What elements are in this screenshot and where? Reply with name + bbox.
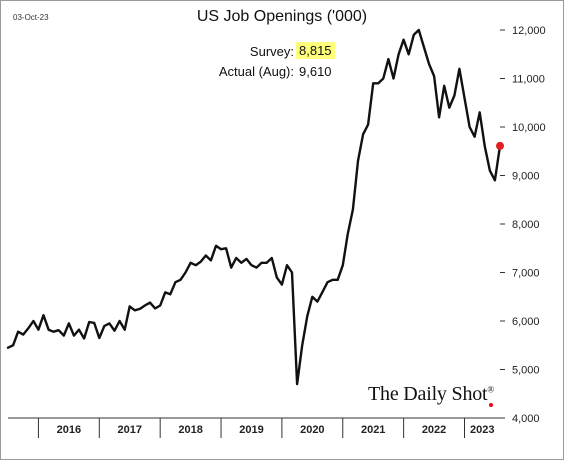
x-tick-label: 2020 bbox=[300, 424, 324, 436]
x-tick-label: 2019 bbox=[239, 424, 263, 436]
plot-area bbox=[6, 28, 504, 386]
last-point-marker bbox=[496, 141, 504, 150]
brand-dot bbox=[489, 403, 493, 407]
survey-label: Survey: bbox=[249, 44, 294, 59]
y-tick-label: 5,000 bbox=[512, 365, 540, 377]
y-tick-label: 7,000 bbox=[512, 268, 540, 280]
brand-name: The Daily Shot bbox=[368, 383, 488, 405]
y-tick-label: 12,000 bbox=[512, 25, 546, 37]
brand-registered-mark: ® bbox=[487, 384, 495, 395]
y-axis: 4,000 5,000 6,000 7,000 8,000 9,000 10,000 11,0… bbox=[500, 25, 546, 425]
y-tick-label: 6,000 bbox=[512, 316, 540, 328]
x-tick-label: 2023 bbox=[470, 424, 494, 436]
x-tick-label: 2022 bbox=[422, 424, 446, 436]
y-tick-label: 11,000 bbox=[512, 74, 545, 86]
y-tick-label: 4,000 bbox=[512, 413, 540, 425]
y-tick-label: 8,000 bbox=[512, 219, 540, 231]
chart-title: US Job Openings ('000) bbox=[196, 8, 368, 25]
series-line bbox=[6, 28, 502, 386]
x-axis: 2016 2017 2018 2019 2020 2021 2022 2023 bbox=[8, 417, 500, 438]
x-tick-label: 2021 bbox=[361, 424, 385, 436]
date-label: 03-Oct-23 bbox=[13, 13, 49, 22]
actual-label: Actual (Aug): bbox=[218, 64, 294, 79]
actual-value: 9,610 bbox=[299, 64, 332, 79]
survey-value: 8,815 bbox=[296, 42, 335, 59]
x-tick-label: 2017 bbox=[117, 424, 141, 436]
brand-logo: The Daily Shot® bbox=[368, 383, 494, 406]
y-tick-label: 10,000 bbox=[512, 122, 546, 134]
y-tick-label: 9,000 bbox=[512, 171, 540, 183]
x-tick-label: 2016 bbox=[57, 424, 81, 436]
x-tick-label: 2018 bbox=[178, 424, 202, 436]
